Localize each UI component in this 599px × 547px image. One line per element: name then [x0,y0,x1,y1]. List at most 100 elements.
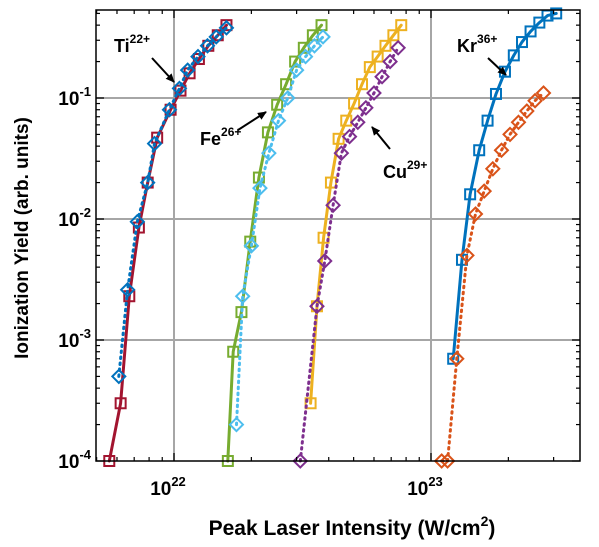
data-point [289,55,302,68]
series-cu-diamond [292,39,407,469]
annotation-arrow [237,111,267,131]
data-point [382,53,398,70]
data-point [199,37,216,54]
data-point [161,101,178,118]
series-kr-diamond [433,85,552,469]
data-point [502,126,518,143]
data-point [349,114,366,131]
data-point [171,80,188,97]
data-point [533,16,546,29]
data-point [271,98,284,111]
data-point [190,48,206,65]
data-point [363,61,376,74]
data-point [208,28,225,45]
axis-ticks [96,10,580,462]
data-point [356,78,369,91]
data-point [146,135,163,152]
data-point [481,114,494,127]
series-ti-diamond [110,19,235,385]
data-point [550,7,563,20]
series-cu-square [304,19,408,410]
annotation-arrow [371,126,391,150]
data-point [467,206,484,222]
data-point [306,37,323,54]
data-point [374,68,390,85]
data-point [260,145,277,162]
data-point [390,39,407,56]
data-point [535,85,552,101]
series-line [309,23,403,405]
data-point [357,99,374,116]
annotation-fe: Fe26+ [200,125,241,149]
data-point [473,144,486,157]
data-point [280,78,293,91]
grid-lines [96,10,580,461]
data-point [119,281,136,298]
data-point [516,36,529,49]
data-point [129,213,146,230]
series-line [117,26,228,378]
series-line [440,91,545,463]
plot-frame [95,9,581,462]
data-point [493,142,510,159]
data-point [288,62,305,79]
data-point [227,345,240,358]
annotation-arrow [151,57,175,83]
data-point [524,25,537,38]
data-point [395,19,408,32]
data-point [459,247,475,264]
x-tick-label: 1023 [407,474,443,500]
data-point [371,50,384,63]
annotation-arrow [487,57,507,76]
series-layer [103,7,563,469]
data-point [315,28,331,45]
data-point [325,197,342,214]
data-point [476,183,493,200]
data-point [234,288,251,305]
x-tick-label: 1022 [150,474,186,500]
data-point [132,221,145,234]
data-point [366,85,382,101]
data-point [179,62,196,79]
data-point [507,49,520,62]
data-point [316,253,333,269]
data-point [341,128,358,145]
y-tick-labels: 10-4 10-3 10-2 10-1 [58,84,91,473]
data-point [315,19,328,32]
y-tick-label: 10-3 [58,326,91,352]
data-point [510,114,527,131]
data-point [243,237,260,254]
data-point [123,290,136,303]
data-point [387,29,400,42]
data-point [439,453,456,469]
y-axis-label: Ionization Yield (arb. units) [12,117,33,359]
data-point [252,180,268,197]
y-tick-label: 10-2 [58,205,91,231]
data-point [309,298,325,315]
data-point [297,48,314,65]
data-point [218,19,235,36]
data-point [110,368,127,385]
data-point [332,132,345,145]
annotation-cu: Cu29+ [383,158,427,182]
y-tick-label: 10-1 [58,84,91,110]
data-point [292,453,309,469]
data-point [139,174,156,191]
data-point [151,131,164,144]
data-point [518,103,535,119]
data-point [489,87,502,100]
data-point [448,350,465,367]
data-point [484,160,501,177]
annotations: Ti22+ Fe26+ Cu29+ Kr36+ [114,32,507,182]
data-point [270,112,287,129]
x-tick-labels: 1022 1023 [150,474,443,500]
series-line [226,23,323,463]
y-tick-label: 10-4 [58,447,91,473]
x-axis-label: Peak Laser Intensity (W/cm2) [209,513,496,540]
data-point [304,397,317,410]
data-point [527,92,543,109]
data-point [317,231,330,244]
annotation-ti: Ti22+ [114,32,150,56]
annotation-kr: Kr36+ [457,32,497,56]
